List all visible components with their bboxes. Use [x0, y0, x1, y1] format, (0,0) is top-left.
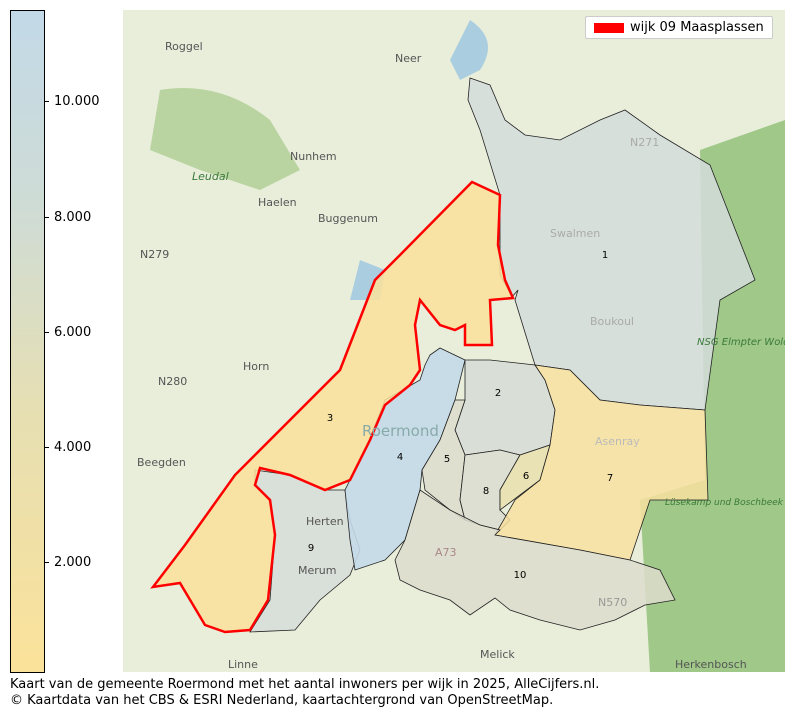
- district-10[interactable]: [394, 489, 676, 631]
- place-label: Melick: [480, 648, 515, 661]
- place-label: Neer: [395, 52, 422, 65]
- legend-label: wijk 09 Maasplassen: [630, 20, 764, 35]
- district-number: 8: [483, 486, 489, 497]
- footer: Kaart van de gemeente Roermond met het a…: [10, 677, 599, 709]
- place-label: N280: [158, 375, 187, 388]
- place-label: Haelen: [258, 196, 297, 209]
- forest-area: [640, 120, 785, 672]
- colorbar-tick: 6.000: [44, 325, 91, 340]
- place-label: N279: [140, 248, 169, 261]
- place-label: Nunhem: [290, 150, 337, 163]
- district-number: 9: [308, 543, 314, 554]
- place-label: Herkenbosch: [675, 658, 747, 671]
- caption: Kaart van de gemeente Roermond met het a…: [10, 677, 600, 692]
- place-label: Lüsekamp und Boschbeek: [665, 498, 784, 508]
- place-label: Merum: [298, 564, 336, 577]
- map[interactable]: Roggel Neer Nunhem Leudal Haelen Buggenu…: [123, 10, 785, 672]
- district-number: 2: [495, 388, 501, 399]
- district-number: 6: [523, 471, 529, 482]
- place-label: Leudal: [192, 170, 229, 183]
- district-number: 10: [514, 570, 527, 581]
- place-label: Roggel: [165, 40, 203, 53]
- place-labels: Roggel Neer Nunhem Leudal Haelen Buggenu…: [137, 40, 785, 671]
- map-legend: wijk 09 Maasplassen: [585, 16, 773, 39]
- river-maas: [450, 20, 488, 80]
- place-label: Beegden: [137, 456, 186, 469]
- district-number: 4: [397, 452, 403, 463]
- place-label: Asenray: [595, 435, 640, 448]
- colorbar-tick: 8.000: [44, 210, 91, 225]
- district-number: 7: [607, 473, 613, 484]
- legend-swatch: [594, 22, 624, 33]
- place-label: Linne: [228, 658, 258, 671]
- place-label: N570: [598, 596, 627, 609]
- place-label: N271: [630, 136, 659, 149]
- colorbar-tick: 4.000: [44, 440, 91, 455]
- district-2[interactable]: [454, 359, 556, 456]
- district-numbers: 1 2 3 4 5 6 7 8 9 10: [308, 250, 613, 581]
- attribution: © Kaartdata van het CBS & ESRI Nederland…: [10, 693, 554, 708]
- district-number: 5: [444, 454, 450, 465]
- place-label: Herten: [306, 515, 344, 528]
- place-label: Buggenum: [318, 212, 378, 225]
- district-3-maasplassen[interactable]: [150, 180, 515, 634]
- forest-area: [150, 88, 300, 190]
- district-number: 1: [602, 250, 608, 261]
- colorbar: [10, 10, 45, 673]
- place-label: A73: [435, 546, 457, 559]
- place-label: Roermond: [362, 422, 439, 440]
- place-label: Swalmen: [550, 227, 600, 240]
- colorbar-tick: 2.000: [44, 555, 91, 570]
- place-label: Horn: [243, 360, 269, 373]
- district-number: 3: [327, 413, 333, 424]
- place-label: NSG Elmpter Wold: [697, 337, 785, 348]
- colorbar-tick: 10.000: [44, 94, 100, 109]
- place-label: Boukoul: [590, 315, 634, 328]
